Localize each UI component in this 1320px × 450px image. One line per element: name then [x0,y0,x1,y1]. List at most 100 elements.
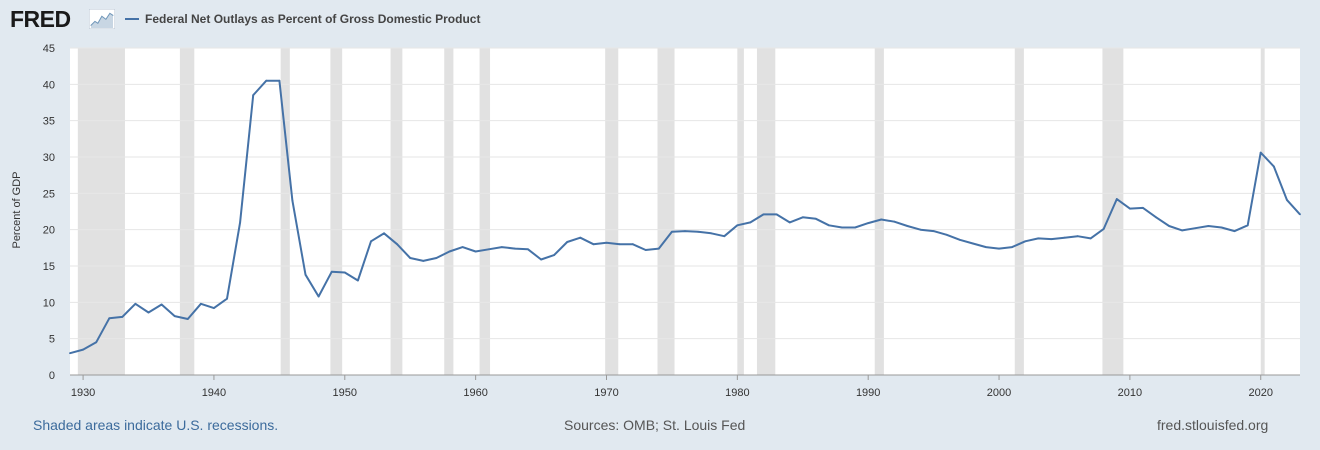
line-chart-icon [89,9,115,29]
data-point [95,341,98,344]
data-point [396,243,399,246]
y-tick-label: 35 [43,116,55,128]
data-point [513,247,516,250]
data-point [173,315,176,318]
data-point [252,94,255,97]
x-tick-label: 1970 [594,387,618,399]
recession-band [479,48,491,375]
data-point [1299,213,1301,216]
data-point [657,247,660,250]
data-point [631,243,634,246]
recession-band [1102,48,1124,375]
data-point [1168,225,1171,227]
site-link[interactable]: fred.stlouisfed.org [1157,417,1269,433]
x-tick-label: 1950 [333,387,357,399]
recession-band [874,48,884,375]
data-point [213,307,215,310]
data-point [487,248,490,251]
data-point [226,297,228,300]
recession-band [605,48,619,375]
data-point [1115,198,1118,201]
data-point [1220,226,1223,229]
data-point [736,224,739,227]
x-tick-label: 2020 [1249,387,1273,399]
data-point [317,295,320,298]
y-tick-label: 10 [43,297,55,309]
data-point [998,247,1000,250]
data-point [841,226,843,229]
data-point [239,221,242,224]
legend-swatch [125,18,139,20]
data-point [684,230,686,233]
data-point [618,243,621,246]
data-point [854,226,857,229]
data-point [409,257,412,259]
data-point [356,279,359,282]
data-point [69,352,71,355]
data-point [710,232,713,235]
data-point [1037,237,1040,240]
sources-text: Sources: OMB; St. Louis Fed [564,417,746,433]
data-point [330,270,333,273]
data-point [527,248,529,251]
data-point [160,303,163,306]
data-point [1076,235,1079,238]
data-point [553,254,556,256]
data-point [540,258,542,261]
data-point [828,224,830,227]
data-point [1102,228,1105,230]
x-tick-label: 2010 [1118,387,1142,399]
data-point [880,218,883,221]
data-point [775,213,778,216]
data-point [749,221,752,224]
data-point [474,250,477,253]
recession-band [390,48,403,375]
chart-header: FRED Federal Net Outlays as Percent of G… [0,0,1320,40]
data-point [435,257,438,259]
data-point [147,311,150,314]
data-point [867,222,870,225]
data-point [1259,151,1262,154]
data-point [1142,206,1144,209]
data-point [121,315,124,318]
data-point [1246,224,1249,227]
x-tick-label: 1940 [202,387,226,399]
x-tick-label: 1930 [71,387,95,399]
y-tick-label: 15 [43,261,55,273]
data-point [1089,237,1092,240]
data-point [1063,236,1066,239]
data-point [461,246,464,249]
data-point [801,216,804,219]
data-point [893,220,896,223]
recession-band [756,48,776,375]
data-point [291,199,294,202]
data-point [1128,207,1131,210]
data-point [422,260,425,262]
data-point [644,249,647,251]
x-tick-label: 1960 [463,387,487,399]
data-point [82,348,84,351]
fred-logo[interactable]: FRED [10,6,71,32]
x-tick-label: 1980 [725,387,749,399]
data-point [1050,238,1053,241]
data-point [1024,240,1027,243]
data-point [108,317,111,320]
data-point [592,243,595,246]
chart-legend: Federal Net Outlays as Percent of Gross … [125,12,480,26]
data-point [304,273,307,276]
data-point [671,230,673,233]
recession-band [330,48,343,375]
data-point [383,232,385,235]
y-tick-label: 5 [49,334,55,346]
data-point [1194,227,1197,230]
data-point [985,246,987,249]
data-point [448,250,451,253]
recession-note: Shaded areas indicate U.S. recessions. [33,417,279,433]
recession-band [737,48,744,375]
y-tick-label: 25 [43,188,55,200]
data-point [1181,229,1184,232]
data-point [265,79,268,82]
data-point [1011,246,1014,249]
data-point [762,213,765,216]
recession-band [179,48,195,375]
